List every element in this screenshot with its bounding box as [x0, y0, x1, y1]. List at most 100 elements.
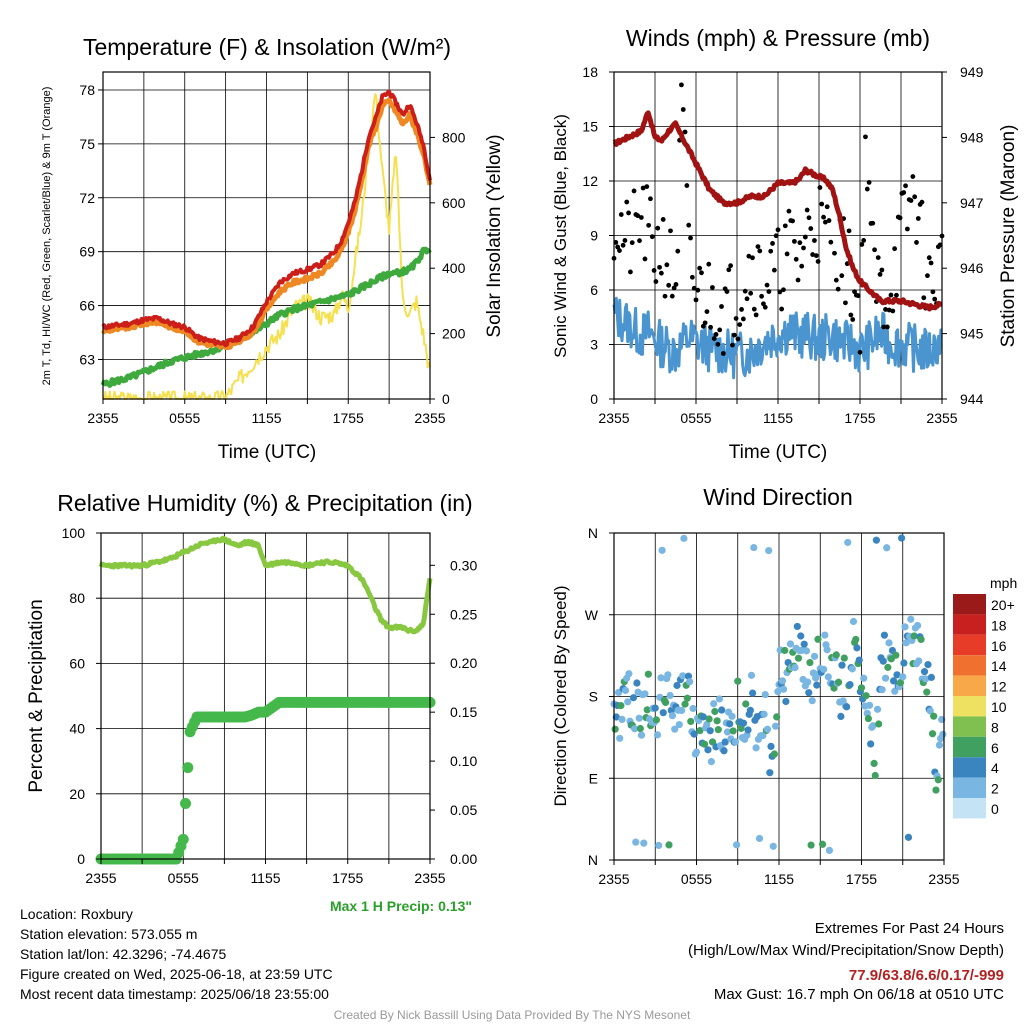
gust-point	[815, 259, 821, 264]
gust-point	[755, 244, 761, 250]
direction-point	[825, 846, 834, 855]
direction-point	[917, 635, 925, 644]
legend-label: 20+	[991, 597, 1015, 613]
gust-point	[872, 247, 877, 253]
gust-point	[930, 289, 936, 295]
direction-point	[813, 681, 821, 689]
direction-point	[782, 697, 790, 706]
created-text: Figure created on Wed, 2025-06-18, at 23…	[20, 966, 333, 982]
humidity-panel: Relative Humidity (%) & Precipitation (i…	[26, 490, 477, 914]
y2-tick-label: 948	[960, 129, 984, 145]
gust-point	[635, 213, 641, 219]
direction-point	[635, 714, 643, 722]
direction-point	[767, 742, 775, 751]
gust-point	[644, 184, 650, 190]
gust-point	[733, 316, 739, 321]
direction-point	[896, 678, 905, 687]
precip-point	[180, 798, 192, 810]
direction-point	[655, 841, 663, 850]
gust-point	[793, 256, 799, 262]
direction-point	[804, 678, 812, 686]
direction-point	[930, 712, 938, 720]
temperature-x-label: Time (UTC)	[218, 442, 317, 463]
direction-point	[770, 750, 779, 758]
gust-point	[904, 226, 910, 232]
solar-insolation-line	[103, 92, 431, 400]
gust-point	[781, 287, 786, 293]
gust-point	[664, 262, 670, 268]
gust-point	[810, 252, 816, 257]
direction-point	[678, 706, 686, 715]
direction-point	[806, 658, 814, 667]
direction-point	[750, 543, 758, 552]
x-tick-label: 1755	[846, 871, 877, 887]
direction-point	[899, 673, 907, 681]
x-tick-label: 1155	[250, 870, 280, 886]
y-tick-label: 66	[79, 298, 95, 314]
direction-point	[692, 748, 701, 756]
gust-point	[658, 270, 664, 276]
x-tick-label: 2355	[87, 410, 118, 426]
gust-point	[866, 180, 872, 185]
direction-point	[878, 686, 886, 694]
gust-point	[892, 246, 898, 252]
x-tick-label: 2355	[598, 410, 629, 426]
direction-point	[718, 706, 726, 714]
direction-point	[855, 656, 863, 664]
y2-tick-label: 945	[960, 326, 984, 342]
y-tick-label: 3	[590, 337, 598, 353]
gust-point	[710, 285, 715, 290]
legend-swatch	[953, 757, 986, 778]
gust-point	[649, 234, 655, 240]
gust-point	[689, 274, 695, 280]
y2-tick-label: 800	[442, 129, 466, 145]
gust-point	[859, 242, 865, 247]
direction-point	[710, 700, 718, 708]
legend-label: 14	[991, 658, 1007, 674]
direction-point	[818, 840, 827, 848]
direction-point	[901, 623, 909, 631]
direction-point	[860, 674, 868, 682]
relative-humidity-line	[98, 535, 433, 635]
x-tick-label: 2355	[414, 870, 445, 886]
gust-point	[806, 215, 812, 221]
direction-point	[731, 738, 740, 746]
legend-label: 18	[991, 617, 1007, 633]
direction-point	[652, 716, 660, 724]
gust-point	[740, 316, 746, 322]
gust-point	[753, 312, 759, 318]
gust-point	[646, 222, 652, 228]
gust-point	[890, 308, 896, 314]
gust-point	[737, 322, 743, 328]
direction-point	[689, 704, 697, 713]
station-info: Location: Roxbury Station elevation: 573…	[20, 904, 333, 1004]
y-tick-label: 60	[69, 655, 85, 671]
direction-point	[705, 715, 713, 723]
extremes-info: Extremes For Past 24 Hours (High/Low/Max…	[688, 918, 1004, 1006]
winds-x-label: Time (UTC)	[729, 442, 828, 463]
direction-point	[832, 651, 840, 659]
direction-point	[810, 652, 819, 660]
gust-point	[684, 183, 690, 188]
legend-swatch	[953, 655, 986, 676]
gust-point	[919, 199, 925, 205]
direction-point	[824, 673, 832, 681]
temperature-y-ticks: 63 66 69 72 75 78	[79, 82, 103, 367]
gust-point	[808, 226, 814, 231]
direction-point	[840, 654, 848, 662]
direction-point	[611, 725, 619, 733]
direction-point	[618, 715, 626, 723]
direction-point	[675, 720, 683, 729]
precip-point	[182, 762, 194, 774]
gust-point	[822, 219, 828, 225]
direction-point	[664, 671, 672, 679]
direction-point	[805, 689, 813, 697]
y-tick-label: 6	[590, 282, 598, 298]
gust-point	[835, 286, 841, 292]
direction-point	[636, 724, 644, 733]
direction-point	[747, 671, 756, 679]
gust-point	[897, 215, 903, 221]
direction-point	[891, 687, 899, 695]
gust-point	[863, 134, 868, 140]
